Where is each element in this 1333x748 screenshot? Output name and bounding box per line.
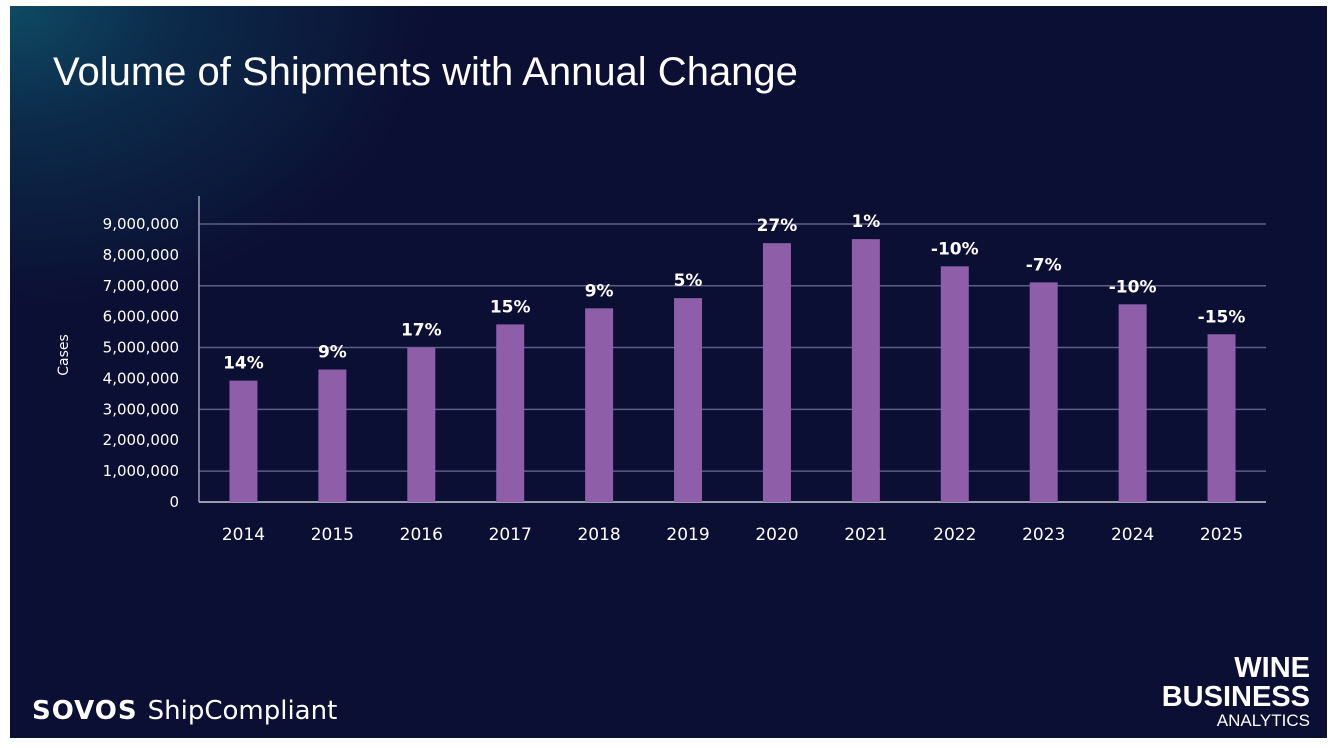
bar-chart: 0 1,000,000 2,000,000 3,000,000 4,000,000 5,0… [56,196,1266,545]
x-tick-label: 2016 [400,525,443,545]
y-tick-label: 2,000,000 [103,431,179,449]
bar-2023 [1029,282,1058,502]
bar-2018 [585,308,614,502]
x-tick-label: 2024 [1111,525,1154,545]
data-label-2023: -7% [1026,255,1062,275]
data-label-2017: 15% [490,297,531,317]
sovos-shipcompliant-logo: SOVOS ShipCompliant [32,696,338,726]
y-tick-label: 9,000,000 [103,215,179,233]
x-tick-label: 2019 [666,525,709,545]
bar-2019 [674,298,703,502]
data-label-2025: -15% [1198,307,1246,327]
chart-title: Volume of Shipments with Annual Change [53,50,798,94]
bar-2014 [229,380,258,502]
data-label-2019: 5% [674,271,703,291]
data-label-2021: 1% [851,212,880,232]
data-label-2014: 14% [223,354,264,374]
data-label-2015: 9% [318,342,347,362]
x-tick-label: 2025 [1200,525,1243,545]
data-label-2024: -10% [1109,277,1157,297]
x-tick-label: 2023 [1022,525,1065,545]
y-tick-label: 8,000,000 [103,246,179,264]
x-tick-label: 2021 [844,525,887,545]
wine-business-analytics-logo: WINE BUSINESS ANALYTICS [1161,652,1310,730]
bar-2025 [1207,334,1236,502]
data-label-2018: 9% [585,281,614,301]
bar-2024 [1118,304,1147,502]
data-label-2022: -10% [931,239,979,259]
data-label-2016: 17% [401,321,442,341]
bar-2022 [940,266,969,502]
data-label-2020: 27% [757,216,798,236]
y-tick-label: 5,000,000 [103,339,179,357]
bar-2021 [851,239,880,502]
x-tick-label: 2018 [577,525,620,545]
y-tick-label: 7,000,000 [103,277,179,295]
bar-2020 [762,243,791,502]
bar-2015 [318,369,347,502]
y-tick-label: 0 [169,493,179,511]
x-tick-label: 2022 [933,525,976,545]
slide: Volume of Shipments with Annual Change 0… [10,6,1327,738]
y-tick-label: 1,000,000 [103,462,179,480]
x-tick-label: 2014 [222,525,265,545]
bar-2017 [496,324,525,502]
y-tick-label: 6,000,000 [103,308,179,326]
x-tick-label: 2020 [755,525,798,545]
y-axis-label: Cases [56,334,72,376]
x-tick-label: 2017 [489,525,532,545]
bar-2016 [407,347,436,502]
y-tick-label: 3,000,000 [103,400,179,418]
x-tick-label: 2015 [311,525,354,545]
y-tick-label: 4,000,000 [103,369,179,387]
